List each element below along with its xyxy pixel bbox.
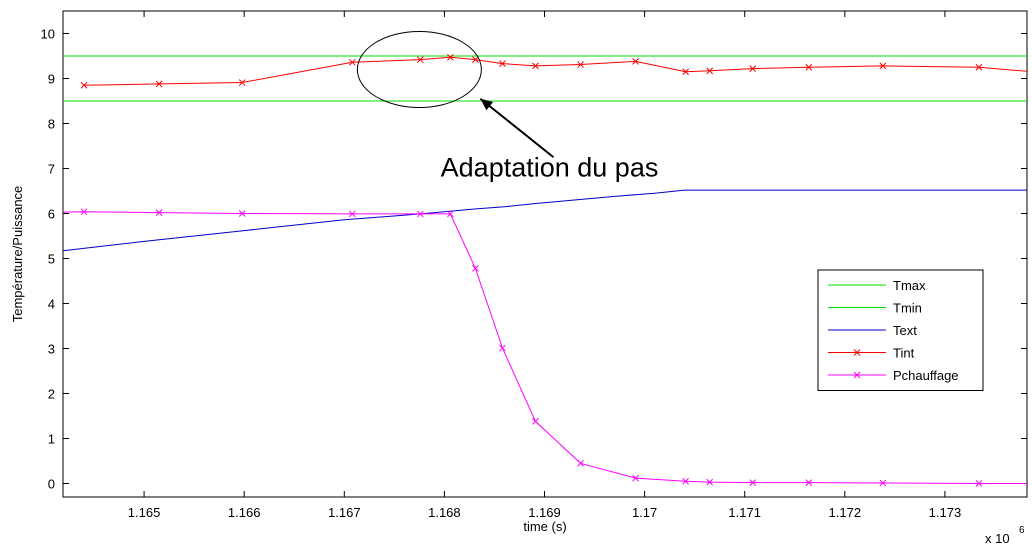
legend-marker — [853, 349, 861, 356]
y-tick-label: 3 — [48, 342, 55, 357]
legend-item-tmax: Tmax — [828, 278, 926, 293]
data-point-pchauffage — [417, 210, 424, 218]
y-axis-label: Température/Puissance — [10, 186, 25, 323]
annotation: Adaptation du pas — [356, 31, 659, 183]
legend-label: Text — [893, 323, 917, 338]
data-point-pchauffage — [447, 210, 454, 218]
data-point-pchauffage — [532, 418, 539, 425]
series-line-tint — [83, 56, 1028, 86]
data-point-pchauffage — [682, 477, 689, 485]
data-point-tint — [348, 58, 356, 66]
x-tick-label: 1.168 — [428, 505, 461, 520]
annotation-arrow — [479, 97, 555, 159]
series-line-text — [62, 189, 1027, 252]
data-point-pchauffage — [805, 479, 813, 486]
data-point-pchauffage — [975, 480, 983, 487]
data-point-pchauffage — [348, 210, 356, 218]
data-point-tint — [447, 53, 454, 61]
legend-item-pchauffage: Pchauffage — [828, 368, 959, 383]
data-point-pchauffage — [238, 210, 246, 217]
legend-item-tint: Tint — [828, 346, 915, 361]
x-axis-label: time (s) — [523, 519, 566, 534]
x-tick-label: 1.167 — [328, 505, 361, 520]
x-tick-label: 1.169 — [528, 505, 561, 520]
data-point-pchauffage — [499, 344, 506, 352]
y-axis: 0 1 2 3 4 5 6 7 8 9 10 — [41, 27, 1027, 492]
y-tick-label: 8 — [48, 117, 55, 132]
data-point-tint — [417, 56, 424, 63]
x-multiplier: x 10 — [985, 531, 1010, 546]
x-tick-label: 1.173 — [929, 505, 962, 520]
x-multiplier-exponent: 6 — [1019, 525, 1025, 536]
legend-label: Tmin — [893, 301, 922, 316]
data-point-pchauffage — [80, 208, 88, 216]
legend-label: Pchauffage — [893, 368, 959, 383]
y-tick-label: 0 — [48, 477, 55, 492]
data-point-tint — [472, 56, 479, 63]
y-tick-label: 4 — [48, 297, 55, 312]
plot-area — [62, 10, 1028, 498]
x-tick-label: 1.17 — [632, 505, 657, 520]
legend-label: Tint — [893, 346, 915, 361]
legend: Tmax Tmin Text Tint Pchauffage — [817, 269, 984, 391]
y-tick-label: 9 — [48, 72, 55, 87]
x-tick-label: 1.172 — [829, 505, 862, 520]
data-point-tint — [632, 58, 639, 65]
data-point-tint — [532, 62, 539, 70]
data-point-pchauffage — [155, 209, 163, 216]
data-point-tint — [499, 60, 506, 68]
y-tick-label: 1 — [48, 432, 55, 447]
series-tint — [80, 53, 1028, 89]
data-point-pchauffage — [749, 479, 757, 486]
data-point-tint — [238, 79, 246, 86]
data-point-tint — [155, 80, 163, 88]
annotation-arrowhead — [480, 98, 494, 111]
y-tick-label: 7 — [48, 162, 55, 177]
x-tick-label: 1.166 — [228, 505, 261, 520]
data-point-pchauffage — [879, 479, 887, 487]
data-point-tint — [577, 61, 584, 68]
series-pchauffage — [62, 208, 1027, 487]
x-tick-label: 1.165 — [128, 505, 161, 520]
data-point-tint — [879, 62, 887, 70]
data-point-tint — [749, 65, 757, 72]
legend-marker — [853, 371, 861, 379]
data-point-pchauffage — [472, 265, 479, 272]
y-tick-label: 5 — [48, 252, 55, 267]
annotation-ellipse — [356, 31, 482, 108]
legend-item-text: Text — [828, 323, 917, 338]
data-point-tint — [682, 68, 689, 76]
y-tick-label: 6 — [48, 207, 55, 222]
series-layer — [62, 53, 1028, 487]
series-text — [62, 189, 1027, 252]
data-point-tint — [975, 63, 983, 71]
x-tick-label: 1.171 — [728, 505, 761, 520]
data-point-pchauffage — [706, 478, 714, 486]
data-point-pchauffage — [632, 474, 639, 482]
x-axis: 1.165 1.166 1.167 1.168 1.169 1.17 1.171 1.172 1… — [128, 11, 961, 520]
annotation-text: Adaptation du pas — [441, 153, 659, 183]
data-point-pchauffage — [577, 459, 584, 467]
y-tick-label: 2 — [48, 387, 55, 402]
y-tick-label: 10 — [41, 27, 55, 42]
data-point-tint — [706, 67, 714, 75]
legend-label: Tmax — [893, 278, 926, 293]
legend-item-tmin: Tmin — [828, 301, 922, 316]
data-point-tint — [80, 81, 88, 89]
data-point-tint — [805, 63, 813, 71]
